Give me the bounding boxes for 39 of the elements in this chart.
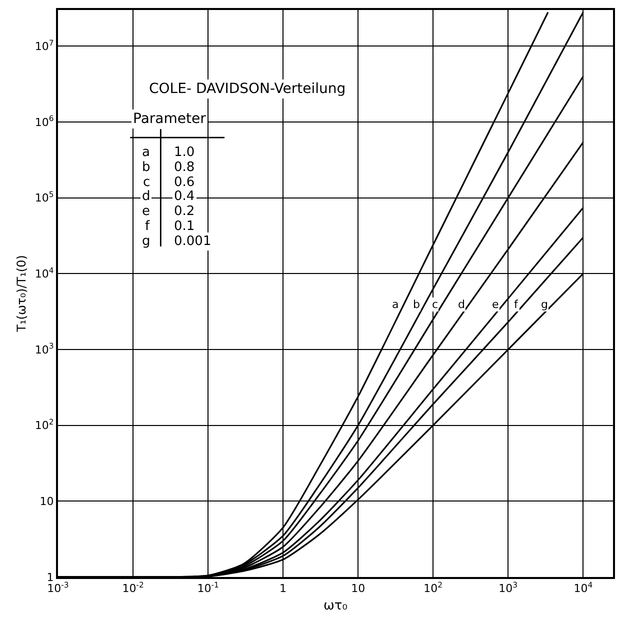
annotation: 0.6	[174, 175, 195, 190]
series-label: g	[541, 298, 548, 311]
annotation: 1.0	[174, 145, 195, 160]
annotation: b	[142, 160, 150, 175]
series-label: f	[514, 298, 519, 311]
x-tick-label: 10$^{2}$	[424, 580, 443, 596]
y-tick-label: 10$^{6}$	[34, 114, 54, 129]
x-tick-label: 10$^{-2}$	[122, 580, 144, 596]
x-tick-label: 10$^{3}$	[498, 580, 518, 596]
text: COLE- DAVIDSON-Verteilung	[149, 81, 346, 97]
annotation: e	[142, 204, 150, 219]
annotation: 0.8	[174, 160, 195, 175]
annotation: g	[142, 234, 150, 249]
y-axis-title: T₁(ωτ₀)/T₁(0)	[14, 255, 29, 333]
annotation: 0.2	[174, 204, 195, 219]
x-tick-label: 10	[351, 582, 366, 596]
series-label: b	[413, 298, 420, 311]
y-tick-label: 10$^{7}$	[34, 38, 54, 54]
y-tick-label: 10$^{3}$	[34, 342, 54, 356]
annotation: d	[142, 189, 150, 204]
series-label: e	[492, 298, 499, 311]
annotation: 0.001	[174, 234, 212, 249]
y-tick-label: 10$^{5}$	[34, 190, 54, 205]
annotation: c	[143, 175, 150, 190]
y-tick-label: 10	[40, 495, 54, 508]
series-label: c	[432, 298, 438, 311]
series-label: d	[458, 298, 465, 311]
x-tick-label: 10$^{-1}$	[197, 580, 219, 596]
annotation: Parameter	[133, 111, 206, 127]
x-tick-label: 10$^{4}$	[574, 580, 593, 596]
x-tick-label: 1	[280, 582, 287, 596]
y-tick-label: 10$^{2}$	[34, 418, 54, 432]
annotation: a	[142, 145, 150, 160]
y-tick-label: 10$^{4}$	[34, 266, 54, 281]
annotation: 0.4	[174, 189, 195, 204]
annotation: f	[145, 219, 150, 234]
annotation: 0.1	[174, 219, 195, 234]
x-axis-title: ωτ₀	[324, 598, 348, 614]
series-label: a	[392, 298, 399, 311]
